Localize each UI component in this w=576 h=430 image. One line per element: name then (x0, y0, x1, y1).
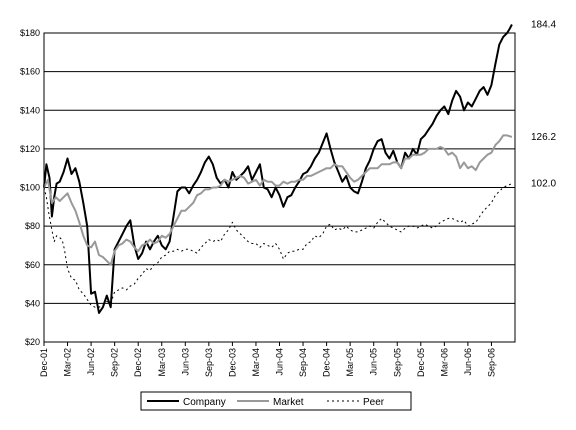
series-lines (43, 24, 513, 314)
x-tick-label: Sep-03 (204, 348, 214, 377)
legend-label-company: Company (183, 397, 226, 408)
x-axis-tick-labels: Dec-01 Mar-02 Jun-02 Sep-02 Dec-02 Mar-03 Jun-… (39, 342, 496, 377)
x-tick-label: Jun-03 (180, 348, 190, 376)
y-tick-label: $100 (20, 183, 40, 193)
series-end-labels: 184.4 126.2 102.0 (531, 20, 556, 190)
x-tick-label: Sep-05 (392, 348, 402, 377)
x-tick-label: Dec-05 (416, 348, 426, 377)
legend-label-peer: Peer (363, 397, 385, 408)
x-tick-label: Dec-03 (227, 348, 237, 377)
x-tick-label: Jun-04 (275, 348, 285, 376)
end-label-company: 184.4 (531, 20, 556, 31)
plot-area-frame (43, 32, 516, 343)
series-line-peer (43, 183, 513, 308)
x-tick-label: Jun-02 (86, 348, 96, 376)
legend: Company Market Peer (140, 391, 412, 411)
x-tick-label: Sep-02 (110, 348, 120, 377)
legend-box (140, 391, 412, 411)
y-axis-tick-labels: $20 $40 $60 $80 $100 $120 $140 $160 $180 (20, 28, 40, 347)
y-tick-label: $180 (20, 28, 40, 38)
y-tick-label: $40 (25, 298, 40, 308)
y-tick-label: $160 (20, 67, 40, 77)
series-line-market (43, 134, 513, 266)
x-tick-label: Mar-04 (251, 348, 261, 377)
x-tick-label: Dec-01 (39, 348, 49, 377)
y-tick-label: $140 (20, 105, 40, 115)
x-tick-label: Dec-04 (322, 348, 332, 377)
x-tick-label: Jun-06 (463, 348, 473, 376)
x-tick-label: Mar-05 (345, 348, 355, 377)
y-tick-label: $20 (25, 337, 40, 347)
end-label-market: 126.2 (531, 132, 556, 143)
x-tick-label: Dec-02 (133, 348, 143, 377)
y-tick-label: $80 (25, 221, 40, 231)
x-tick-label: Mar-02 (63, 348, 73, 377)
series-line-company (43, 24, 513, 314)
x-tick-label: Sep-06 (486, 348, 496, 377)
end-label-peer: 102.0 (531, 179, 556, 190)
x-tick-label: Mar-06 (439, 348, 449, 377)
y-tick-label: $120 (20, 144, 40, 154)
x-tick-label: Mar-03 (157, 348, 167, 377)
legend-label-market: Market (273, 397, 304, 408)
x-tick-label: Sep-04 (298, 348, 308, 377)
y-tick-label: $60 (25, 260, 40, 270)
x-tick-label: Jun-05 (369, 348, 379, 376)
